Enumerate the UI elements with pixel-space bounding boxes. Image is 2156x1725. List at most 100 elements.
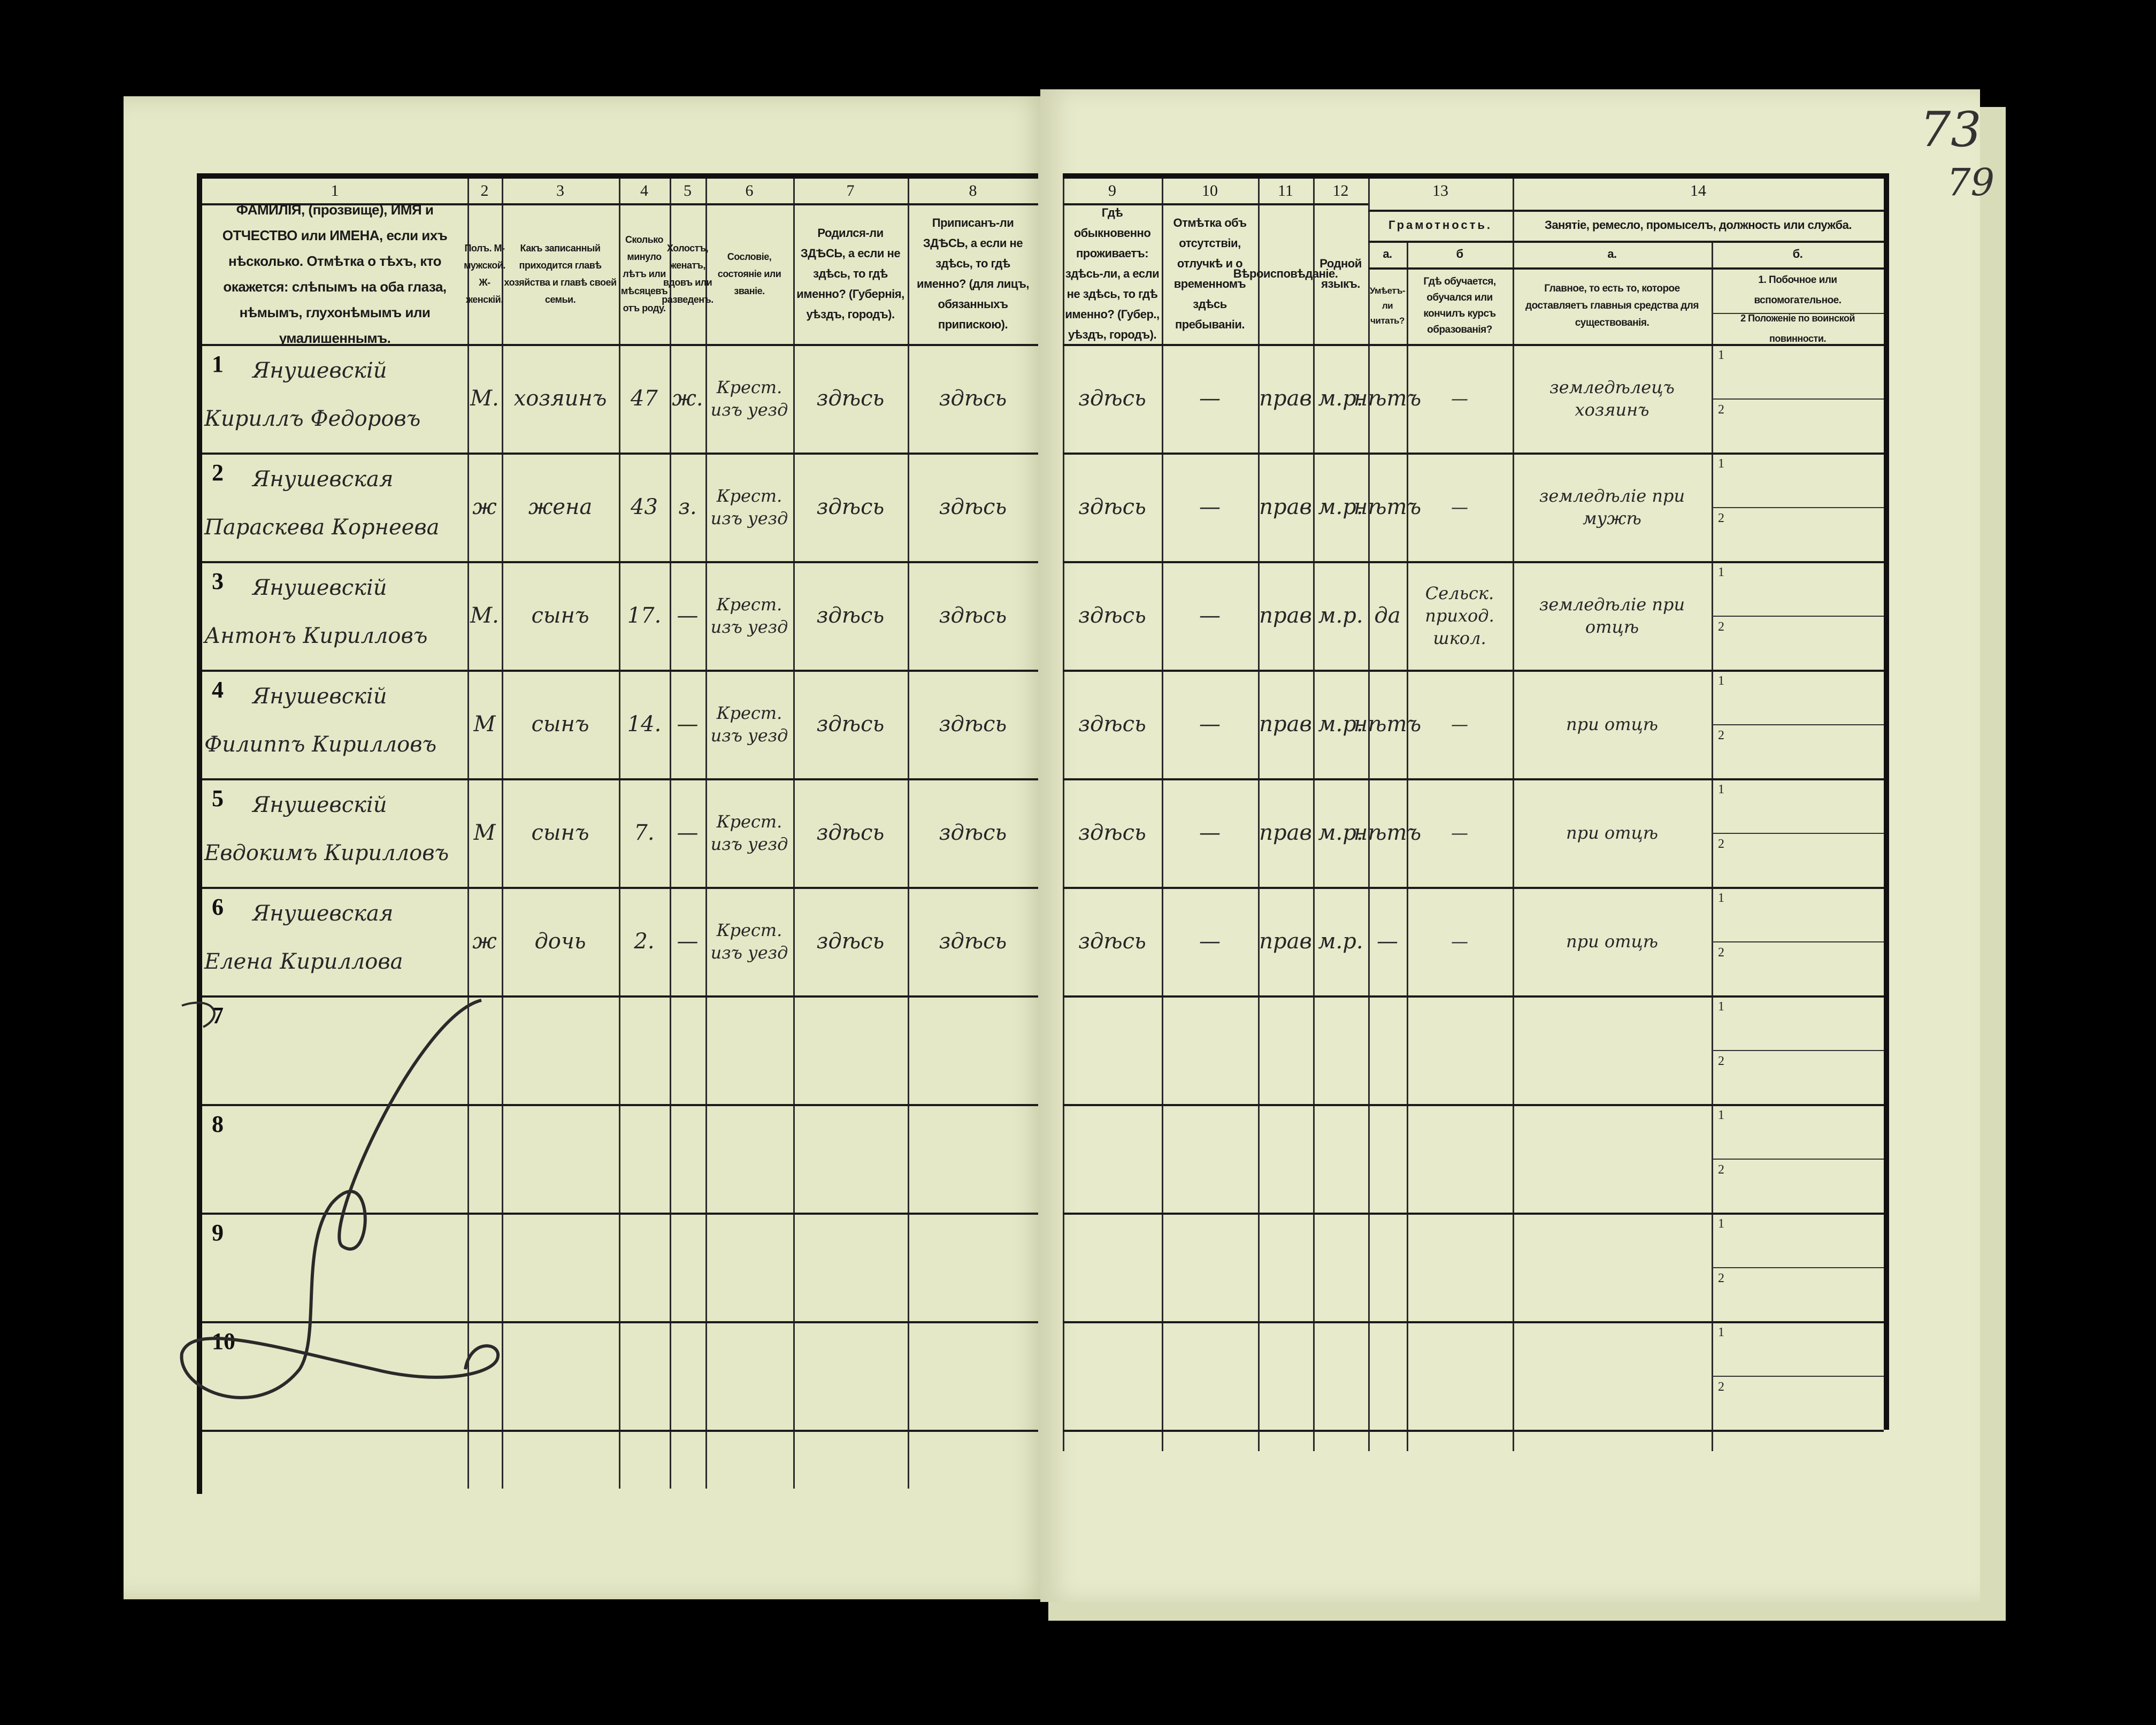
column-header-c13a_letter: а. — [1383, 247, 1392, 260]
estate: Крест. изъ уезд — [710, 702, 788, 746]
relation: сынъ — [531, 820, 589, 845]
age: 17. — [627, 603, 662, 628]
column-number: 1 — [331, 182, 339, 200]
surname: Янушевскій — [252, 576, 387, 600]
subrow-label: 1 — [1718, 457, 1724, 471]
estate: Крест. изъ уезд — [710, 919, 788, 963]
row-number: 6 — [212, 894, 224, 920]
subrow-label: 1 — [1718, 674, 1724, 688]
row-rule — [202, 1104, 1038, 1106]
absence: — — [1199, 386, 1221, 411]
language: м.р. — [1318, 711, 1363, 737]
column-divider — [1258, 179, 1260, 1451]
column-divider — [1313, 179, 1315, 1451]
marital: — — [677, 929, 699, 954]
born: здѣсь — [816, 386, 885, 411]
column-divider — [619, 179, 620, 1489]
sex: ж — [472, 929, 497, 954]
subrow-label: 2 — [1718, 945, 1724, 960]
born: здѣсь — [816, 711, 885, 737]
age: 14. — [627, 711, 662, 737]
column-divider — [1513, 179, 1514, 1451]
occupation: земледѣліе при отцѣ — [1539, 594, 1685, 637]
registered: здѣсь — [939, 603, 1007, 628]
age: 47 — [631, 386, 658, 411]
subrow-label: 1 — [1718, 1108, 1724, 1122]
relation: хозяинъ — [513, 386, 607, 411]
relation: жена — [528, 494, 593, 519]
school: — — [1451, 388, 1468, 409]
subrow-label: 1 — [1718, 1217, 1724, 1231]
row-rule — [202, 1321, 1038, 1323]
row-rule — [1063, 887, 1884, 889]
row-rule — [202, 1213, 1038, 1215]
column-header-c14a: Главное, то есть то, которое доставляетъ… — [1525, 282, 1699, 328]
header-rule — [1368, 210, 1884, 212]
school: — — [1451, 496, 1468, 517]
occupation: при отцѣ — [1566, 714, 1659, 734]
right-table-frame — [1063, 173, 1889, 1430]
language: м.р. — [1318, 494, 1363, 519]
row-number: 7 — [212, 1002, 224, 1029]
subrow-rule — [1712, 1158, 1884, 1160]
column-number: 5 — [684, 182, 692, 200]
column-header-c13b_letter: б — [1456, 247, 1463, 260]
relation: дочь — [534, 929, 586, 954]
left-table-frame — [197, 173, 1038, 1494]
column-header-c9: Гдѣ обыкновенно проживаетъ: здѣсь-ли, а … — [1065, 205, 1160, 341]
row-rule — [202, 670, 1038, 672]
absence: — — [1199, 929, 1221, 954]
subrow-label: 2 — [1718, 1162, 1724, 1177]
estate: Крест. изъ уезд — [710, 485, 788, 528]
row-rule — [1063, 1321, 1884, 1323]
subrow-label: 2 — [1718, 728, 1724, 742]
header-rule — [1368, 267, 1884, 270]
born: здѣсь — [816, 820, 885, 845]
born: здѣсь — [816, 603, 885, 628]
subrow-rule — [1712, 724, 1884, 725]
subrow-label: 1 — [1718, 891, 1724, 905]
column-divider — [705, 179, 707, 1489]
estate: Крест. изъ уезд — [710, 811, 788, 854]
folio-number: 73 — [1920, 102, 1982, 158]
registered: здѣсь — [939, 820, 1007, 845]
column-divider — [1407, 241, 1408, 1451]
column-divider — [793, 179, 795, 1489]
subrow-label: 2 — [1718, 1271, 1724, 1285]
subrow-label: 1 — [1718, 565, 1724, 579]
given-name-patronymic: Параскева Корнеева — [204, 515, 440, 540]
column-divider — [908, 179, 909, 1489]
school: — — [1451, 714, 1468, 734]
column-header-c3: Какъ записанный приходится главѣ хозяйст… — [504, 242, 617, 305]
table-bottom-rule — [202, 1430, 1038, 1432]
right-page — [1040, 89, 1980, 1602]
subrow-rule — [1712, 832, 1884, 834]
row-number: 3 — [212, 568, 224, 594]
row-number: 8 — [212, 1111, 224, 1137]
subrow-label: 2 — [1718, 1379, 1724, 1394]
column-number: 3 — [556, 182, 564, 200]
subrow-label: 1 — [1718, 1325, 1724, 1339]
estate: Крест. изъ уезд — [710, 377, 788, 420]
occupation: при отцѣ — [1566, 931, 1659, 952]
column-header-c8: Приписанъ-ли ЗДѢСЬ, а если не здѣсь, то … — [917, 216, 1030, 331]
residence: здѣсь — [1078, 386, 1146, 411]
row-number: 1 — [212, 351, 224, 377]
registered: здѣсь — [939, 711, 1007, 737]
school: — — [1451, 822, 1468, 843]
column-number: 9 — [1108, 182, 1116, 200]
column-number: 13 — [1432, 182, 1448, 200]
column-header-c10: Отмѣтка объ отсутствіи, отлучкѣ и о врем… — [1173, 216, 1247, 331]
header-rule — [1368, 241, 1884, 243]
language: м.р. — [1318, 386, 1363, 411]
religion: прав — [1259, 929, 1312, 954]
row-rule — [202, 561, 1038, 563]
column-divider — [1368, 179, 1370, 1451]
marital: з. — [678, 494, 697, 519]
subrow-label: 2 — [1718, 511, 1724, 525]
surname: Янушевскій — [252, 358, 387, 383]
relation: сынъ — [531, 603, 589, 628]
column-number: 11 — [1278, 182, 1293, 200]
language: м.р. — [1318, 603, 1363, 628]
